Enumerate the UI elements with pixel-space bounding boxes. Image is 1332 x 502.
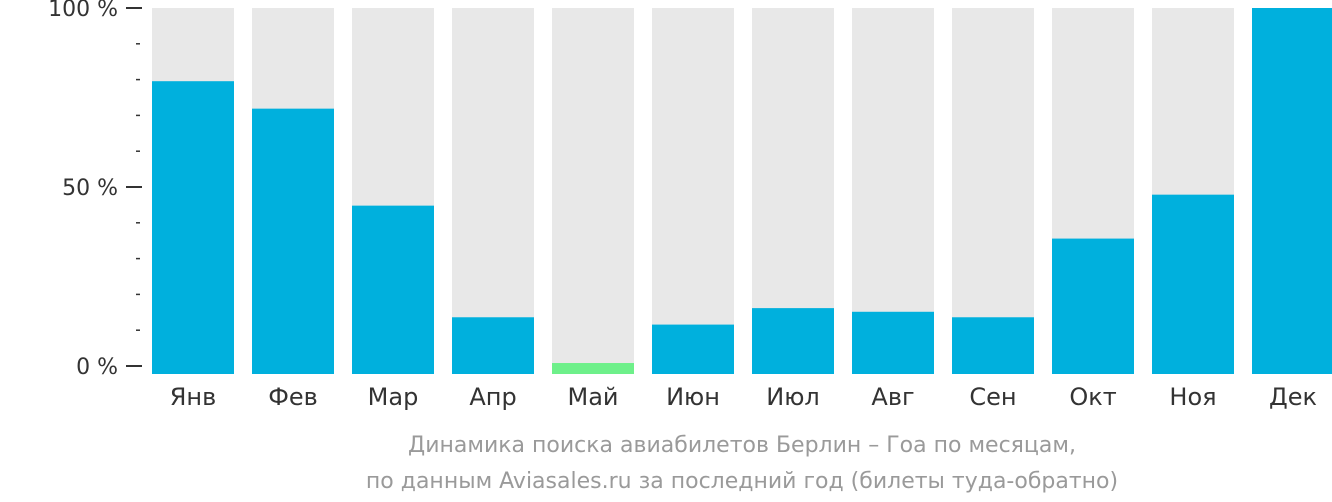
- x-tick-label: Июн: [666, 383, 720, 411]
- bar-1: [152, 81, 234, 374]
- background-bar-6: [652, 8, 734, 374]
- x-tick-label: Дек: [1269, 383, 1317, 411]
- x-tick-label: Фев: [268, 383, 318, 411]
- y-tick-label: 100 %: [48, 0, 118, 22]
- y-axis: 0 % 50 % 100 %: [48, 0, 142, 380]
- bar-7: [752, 308, 834, 374]
- bar-9: [952, 317, 1034, 374]
- y-tick-label: 0 %: [76, 355, 118, 380]
- bar-11: [1152, 194, 1234, 374]
- x-tick-label: Янв: [170, 383, 217, 411]
- x-tick-label: Мар: [368, 383, 419, 411]
- bar-12: [1252, 8, 1332, 374]
- chart-caption: Динамика поиска авиабилетов Берлин – Гоа…: [366, 433, 1118, 494]
- bar-4: [452, 317, 534, 374]
- bars: [152, 8, 1332, 375]
- x-tick-label: Окт: [1069, 383, 1116, 411]
- background-bar-9: [952, 8, 1034, 374]
- bar-5: [552, 363, 634, 374]
- bar-3: [352, 205, 434, 374]
- caption-line-1: Динамика поиска авиабилетов Берлин – Гоа…: [408, 433, 1076, 458]
- y-tick-label: 50 %: [62, 176, 118, 201]
- background-bar-5: [552, 8, 634, 374]
- bar-8: [852, 311, 934, 374]
- bar-2: [252, 108, 334, 375]
- bar-6: [652, 324, 734, 374]
- x-tick-label: Сен: [969, 383, 1016, 411]
- x-tick-label: Авг: [871, 383, 914, 411]
- x-tick-label: Июл: [766, 383, 820, 411]
- x-axis-labels: Янв Фев Мар Апр Май Июн Июл Авг Сен Окт Ноя Дек: [170, 383, 1317, 411]
- x-tick-label: Апр: [469, 383, 516, 411]
- background-bar-4: [452, 8, 534, 374]
- x-tick-label: Ноя: [1169, 383, 1216, 411]
- caption-line-2: по данным Aviasales.ru за последний год …: [366, 469, 1118, 494]
- x-tick-label: Май: [567, 383, 618, 411]
- bar-10: [1052, 238, 1134, 374]
